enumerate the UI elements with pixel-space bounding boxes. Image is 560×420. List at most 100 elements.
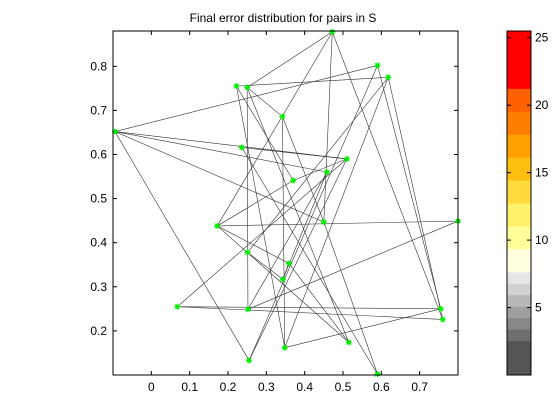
x-tick-label: 0.5 <box>335 380 352 394</box>
edge-23 <box>247 77 389 253</box>
edge-6 <box>177 306 443 320</box>
colorbar-segment <box>507 283 531 296</box>
colorbar-segment <box>507 111 531 135</box>
x-tick-label: 0 <box>148 380 155 394</box>
colorbar-segment <box>507 306 531 319</box>
edge-10 <box>217 180 294 227</box>
edge-16 <box>241 147 347 160</box>
data-point <box>279 276 286 283</box>
edge-38 <box>331 31 443 320</box>
edge-21 <box>246 87 350 343</box>
edge-22 <box>247 252 283 280</box>
edge-35 <box>293 158 347 181</box>
data-point <box>345 339 352 346</box>
edge-13 <box>236 85 294 181</box>
data-point <box>374 371 381 378</box>
data-point <box>233 83 240 90</box>
data-point <box>246 357 253 364</box>
edge-3 <box>114 65 378 132</box>
edge-31 <box>282 263 290 280</box>
y-axis: 0.2 0.3 0.4 0.5 0.6 0.7 0.8 <box>90 59 458 338</box>
edge-32 <box>284 77 389 348</box>
data-point <box>329 28 336 35</box>
colorbar-segment <box>507 225 531 250</box>
point-layer <box>111 28 461 378</box>
colorbar-segment <box>507 248 531 273</box>
edge-25 <box>247 220 459 310</box>
y-tick-label: 0.8 <box>90 59 107 73</box>
edge-1 <box>114 131 327 173</box>
data-point <box>437 305 444 312</box>
colorbar-segment <box>507 134 531 158</box>
plot-area <box>113 31 458 375</box>
colorbar-segment <box>507 180 531 204</box>
data-point <box>238 144 245 151</box>
edge-17 <box>241 147 378 375</box>
colorbar: 5 10 15 20 25 <box>506 30 549 376</box>
colorbar-segment <box>507 317 531 330</box>
x-tick-label: 0.3 <box>258 380 275 394</box>
colorbar-segment <box>507 88 531 112</box>
y-tick-label: 0.6 <box>90 147 107 161</box>
edge-7 <box>177 158 348 307</box>
colorbar-segment <box>507 294 531 307</box>
colorbar-segment <box>507 340 531 376</box>
edge-37 <box>323 221 378 375</box>
y-tick-label: 0.7 <box>90 103 107 117</box>
data-point <box>174 303 181 310</box>
y-tick-label: 0.4 <box>90 236 107 250</box>
colorbar-tick-label: 10 <box>535 233 549 247</box>
data-point <box>374 62 381 69</box>
colorbar-segment <box>507 203 531 227</box>
colorbar-segment <box>507 271 531 284</box>
x-axis: 0 0.1 0.2 0.3 0.4 0.5 0.6 0.7 <box>148 31 428 394</box>
edge-36 <box>323 31 333 222</box>
data-point <box>290 177 297 184</box>
edge-2 <box>114 131 324 223</box>
colorbar-segment <box>507 31 531 89</box>
data-point <box>244 84 251 91</box>
edge-18 <box>246 87 283 117</box>
edge-33 <box>284 308 441 348</box>
chart-title: Final error distribution for pairs in S <box>190 11 377 25</box>
data-point <box>279 113 286 120</box>
edge-layer <box>114 31 459 375</box>
x-tick-label: 0.6 <box>373 380 390 394</box>
edge-40 <box>387 77 443 320</box>
edge-27 <box>248 158 348 361</box>
data-point <box>323 169 330 176</box>
colorbar-tick-label: 5 <box>535 301 542 315</box>
data-point <box>244 306 251 313</box>
data-point <box>343 155 350 162</box>
colorbar-tick-label: 15 <box>535 166 549 180</box>
edge-34 <box>288 263 349 343</box>
edge-5 <box>177 306 441 310</box>
y-tick-label: 0.5 <box>90 192 107 206</box>
colorbar-segment <box>507 157 531 181</box>
edge-14 <box>236 77 389 87</box>
edge-12 <box>217 225 349 343</box>
colorbar-segment <box>507 329 531 342</box>
colorbar-border <box>506 30 532 376</box>
data-point <box>281 344 288 351</box>
colorbar-tick-label: 20 <box>535 98 549 112</box>
data-point <box>385 74 392 81</box>
edge-24 <box>247 171 328 310</box>
edge-9 <box>217 225 290 264</box>
y-tick-label: 0.2 <box>90 324 107 338</box>
y-tick-label: 0.3 <box>90 280 107 294</box>
edge-0 <box>114 131 347 160</box>
edge-28 <box>282 116 286 348</box>
edge-20 <box>246 87 249 310</box>
data-point <box>320 218 327 225</box>
edge-29 <box>282 116 325 223</box>
x-tick-label: 0.7 <box>411 380 428 394</box>
plot-border <box>112 30 459 376</box>
edge-39 <box>377 65 442 309</box>
data-point <box>214 222 221 229</box>
edge-19 <box>247 31 333 88</box>
edge-30 <box>282 172 328 280</box>
colorbar-tick-label: 25 <box>535 31 549 45</box>
x-tick-label: 0.1 <box>181 380 198 394</box>
